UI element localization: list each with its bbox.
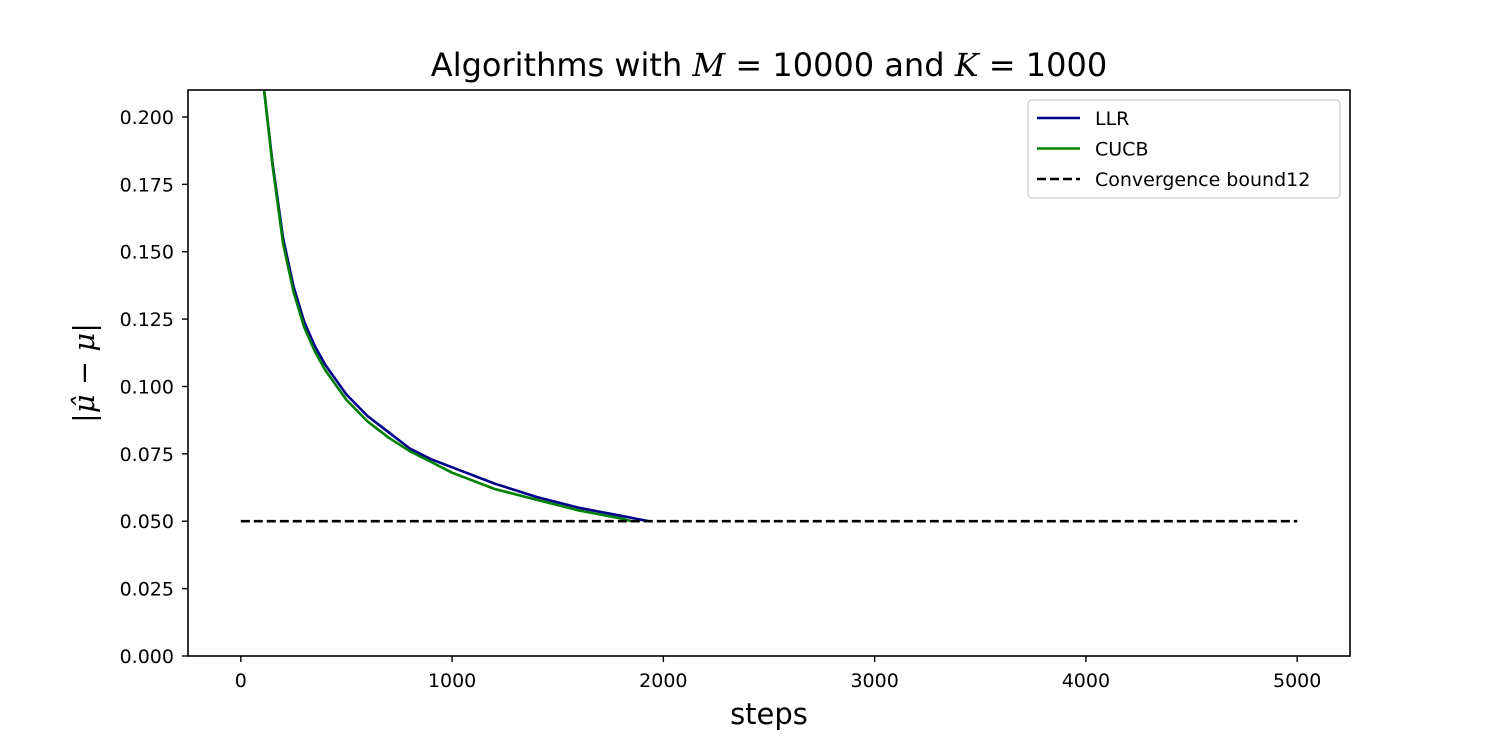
- legend-box: [1027, 99, 1341, 199]
- legend: LLR CUCB Convergence bound12: [1027, 99, 1341, 199]
- x-axis-title: steps: [730, 697, 808, 731]
- y-tick-label: 0.200: [120, 107, 174, 129]
- y-tick-label: 0.075: [120, 444, 174, 466]
- y-tick-label: 0.050: [120, 511, 174, 533]
- x-tick-label: 0: [235, 670, 247, 692]
- series-line-cucb: [262, 90, 633, 523]
- x-tick-label: 5000: [1273, 670, 1321, 692]
- y-axis-title: |μ̂ − μ|: [67, 323, 101, 423]
- legend-label-llr: LLR: [1095, 108, 1129, 130]
- y-tick-label: 0.025: [120, 579, 174, 601]
- y-tick-label: 0.175: [120, 174, 174, 196]
- y-tick-label: 0.150: [120, 242, 174, 264]
- x-tick-label: 2000: [639, 670, 687, 692]
- chart-title: Algorithms with M = 10000 and K = 1000: [431, 46, 1107, 84]
- legend-label-convergence-bound12: Convergence bound12: [1095, 169, 1310, 191]
- x-tick-label: 4000: [1062, 670, 1110, 692]
- y-tick-label: 0.125: [120, 309, 174, 331]
- axes-frame: [187, 89, 1351, 657]
- x-tick-label: 1000: [428, 670, 476, 692]
- y-tick-label: 0.000: [120, 646, 174, 668]
- ticks-layer: 0 1000 2000 3000 4000 5000 0.000 0.025 0.050 0.07…: [120, 107, 1322, 692]
- y-tick-label: 0.100: [120, 376, 174, 398]
- series-layer: [240, 90, 1298, 523]
- legend-label-cucb: CUCB: [1095, 139, 1148, 161]
- x-tick-label: 3000: [850, 670, 898, 692]
